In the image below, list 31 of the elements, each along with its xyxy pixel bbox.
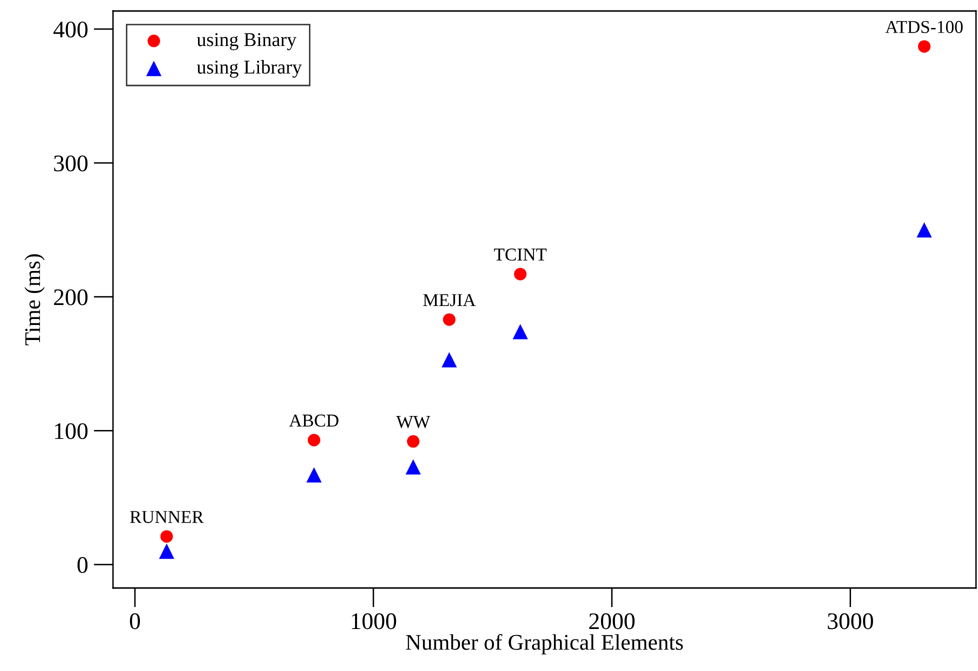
point (514, 268, 527, 280)
annotation: WW (396, 416, 430, 428)
annotation: ATDS-100 (885, 20, 963, 34)
point (308, 434, 320, 446)
annotation: ABCD (289, 414, 338, 427)
point (406, 435, 420, 448)
point (160, 530, 173, 543)
x-tick-label: 1000 (352, 613, 396, 630)
y-tick-label: 0 (78, 557, 88, 573)
annotation: TCINT (494, 248, 547, 261)
point (406, 459, 421, 474)
legend-label: using Library (196, 60, 302, 78)
legend-label: using Binary (196, 33, 296, 50)
y-tick-label: 300 (54, 155, 88, 172)
annotation: RUNNER (130, 511, 204, 524)
y-tick-label: 200 (54, 289, 88, 306)
y-tick-label: 100 (55, 423, 88, 440)
x-tick-label: 2000 (589, 613, 635, 630)
x-axis-title: Number of Graphical Elements (406, 634, 683, 654)
y-axis-title: Time (ms) (24, 254, 45, 346)
point (442, 352, 457, 368)
point (918, 40, 931, 53)
point (159, 544, 174, 559)
point (442, 313, 456, 326)
x-tick-label: 3000 (828, 613, 874, 630)
point (916, 222, 932, 238)
annotation: MEJIA (423, 294, 476, 306)
point (306, 467, 322, 483)
y-tick-label: 400 (53, 22, 88, 38)
x-tick-label: 0 (130, 613, 140, 630)
point (512, 324, 528, 340)
